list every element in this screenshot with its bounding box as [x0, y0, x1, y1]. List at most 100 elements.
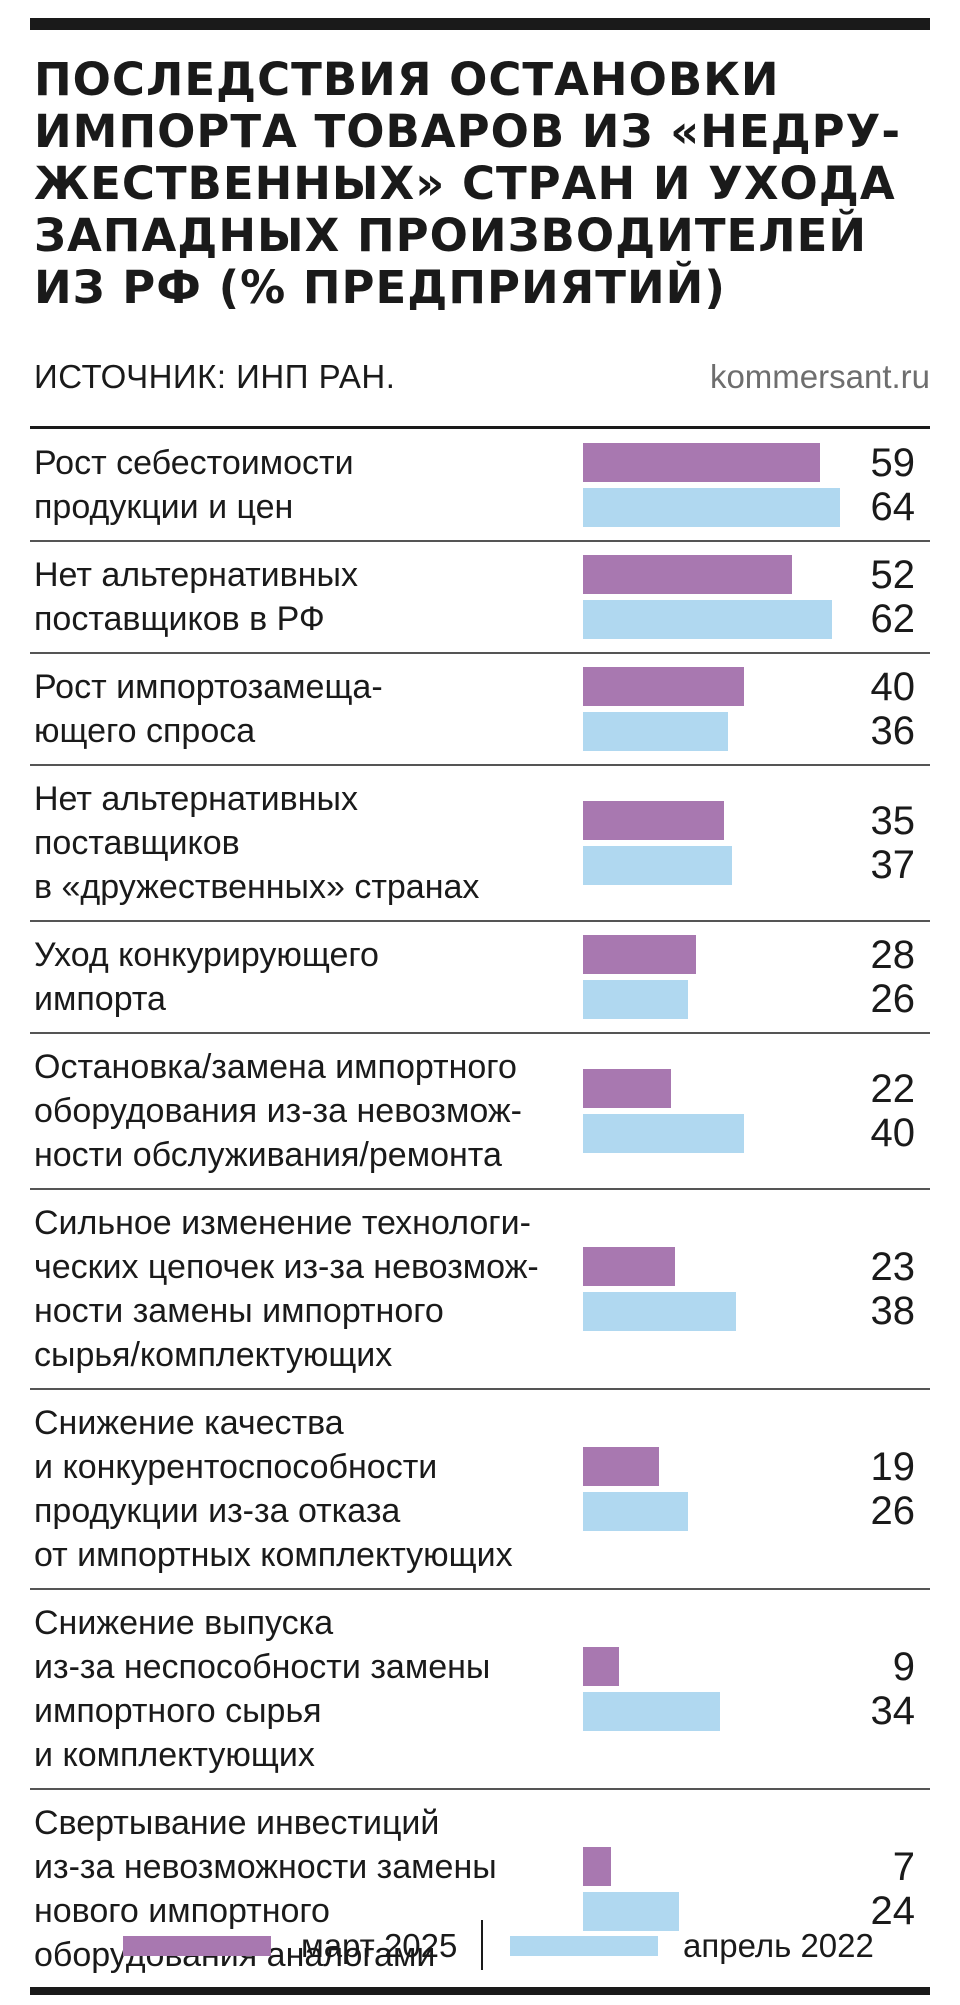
category-label: Рост себестоимости продукции и цен: [34, 441, 574, 529]
value-label-april-2022: 38: [870, 1289, 916, 1333]
top-rule: [30, 18, 930, 30]
category-label: Остановка/замена импортного оборудования …: [34, 1045, 574, 1177]
category-label-line: Снижение качества: [34, 1404, 344, 1442]
row-separator: [30, 1032, 930, 1034]
row-separator: [30, 1188, 930, 1190]
bar-april-2022: [583, 600, 833, 639]
bar-march-2025: [583, 667, 744, 706]
bar-march-2025: [583, 935, 696, 974]
title-line: ЗАПАДНЫХ ПРОИЗВОДИТЕЛЕЙ: [34, 209, 868, 262]
source-text: ИСТОЧНИК: ИНП РАН.: [34, 358, 396, 395]
category-label-line: и конкурентоспособности: [34, 1448, 438, 1486]
category-label-line: импортного сырья: [34, 1692, 322, 1730]
category-label: Снижение качества и конкурентоспособности…: [34, 1401, 574, 1577]
row-separator: [30, 764, 930, 766]
category-label-line: продукции из-за отказа: [34, 1492, 401, 1530]
value-label-april-2022: 64: [870, 485, 916, 529]
row-separator: [30, 1788, 930, 1790]
category-label-line: ческих цепочек из-за невозмож-: [34, 1248, 539, 1286]
category-label-line: импорта: [34, 980, 166, 1018]
bar-march-2025: [583, 1247, 676, 1286]
category-label-line: поставщиков: [34, 824, 240, 862]
value-label-april-2022: 26: [870, 1489, 916, 1533]
value-label-april-2022: 24: [870, 1889, 916, 1933]
bar-april-2022: [583, 1692, 720, 1731]
value-label-april-2022: 36: [870, 709, 916, 753]
category-label-line: из-за невозможности замены: [34, 1848, 497, 1886]
value-label-march-2025: 59: [870, 441, 916, 485]
category-label-line: Нет альтернативных: [34, 780, 358, 818]
chart-title: ПОСЛЕДСТВИЯ ОСТАНОВКИ ИМПОРТА ТОВАРОВ ИЗ…: [34, 54, 934, 314]
bar-march-2025: [583, 443, 821, 482]
value-label-march-2025: 7: [892, 1845, 915, 1889]
bar-march-2025: [583, 1447, 660, 1486]
bar-march-2025: [583, 1647, 620, 1686]
value-label-april-2022: 26: [870, 977, 916, 1021]
bar-april-2022: [583, 846, 732, 885]
value-label-april-2022: 37: [870, 843, 916, 887]
row-separator: [30, 1588, 930, 1590]
row-separator: [30, 652, 930, 654]
value-label-march-2025: 35: [870, 799, 916, 843]
value-label-march-2025: 23: [870, 1245, 916, 1289]
title-line: ЖЕСТВЕННЫХ» СТРАН И УХОДА: [34, 157, 896, 210]
title-line: ПОСЛЕДСТВИЯ ОСТАНОВКИ: [34, 53, 780, 106]
category-label-line: Рост себестоимости: [34, 444, 354, 482]
row-separator: [30, 1388, 930, 1390]
category-label-line: Свертывание инвестиций: [34, 1804, 440, 1842]
bar-april-2022: [583, 712, 728, 751]
category-label-line: Сильное изменение технологи-: [34, 1204, 531, 1242]
value-label-april-2022: 34: [870, 1689, 916, 1733]
bar-april-2022: [583, 1892, 680, 1931]
category-label: Уход конкурирующего импорта: [34, 933, 574, 1021]
category-label-line: Нет альтернативных: [34, 556, 358, 594]
bar-march-2025: [583, 555, 793, 594]
category-label-line: поставщиков в РФ: [34, 600, 325, 638]
bar-march-2025: [583, 1069, 672, 1108]
row-separator: [30, 540, 930, 542]
category-label-line: в «дружественных» странах: [34, 868, 480, 906]
category-label-line: сырья/комплектующих: [34, 1336, 393, 1374]
legend-swatch-march-2025: [123, 1936, 271, 1956]
bar-april-2022: [583, 1292, 736, 1331]
bar-april-2022: [583, 1492, 688, 1531]
category-label-line: Снижение выпуска: [34, 1604, 334, 1642]
bar-march-2025: [583, 1847, 612, 1886]
legend-swatch-april-2022: [510, 1936, 658, 1956]
category-label-line: Уход конкурирующего: [34, 936, 379, 974]
category-label: Сильное изменение технологи-ческих цепоч…: [34, 1201, 574, 1377]
legend: март 2025 апрель 2022: [0, 1920, 960, 1970]
legend-label-march-2025: март 2025: [301, 1927, 458, 1964]
legend-label-april-2022: апрель 2022: [683, 1927, 874, 1964]
value-label-april-2022: 40: [870, 1111, 916, 1155]
bar-april-2022: [583, 980, 688, 1019]
category-label-line: оборудования из-за невозмож-: [34, 1092, 522, 1130]
value-label-march-2025: 22: [870, 1067, 916, 1111]
site-credit: kommersant.ru: [709, 358, 930, 395]
legend-divider: [481, 1920, 483, 1970]
category-label-line: и комплектующих: [34, 1736, 315, 1774]
bar-april-2022: [583, 1114, 744, 1153]
value-label-march-2025: 40: [870, 665, 916, 709]
category-label: Снижение выпуска из-за неспособности заме…: [34, 1601, 574, 1777]
header-rule: [30, 426, 930, 429]
category-label: Рост импортозамеща-ющего спроса: [34, 665, 574, 753]
category-label-line: из-за неспособности замены: [34, 1648, 491, 1686]
value-label-march-2025: 9: [892, 1645, 915, 1689]
value-label-march-2025: 52: [870, 553, 916, 597]
category-label-line: Рост импортозамеща-: [34, 668, 383, 706]
bar-april-2022: [583, 488, 841, 527]
value-label-march-2025: 28: [870, 933, 916, 977]
category-label-line: ности обслуживания/ремонта: [34, 1136, 502, 1174]
bar-march-2025: [583, 801, 724, 840]
category-label-line: нового импортного: [34, 1892, 330, 1930]
value-label-march-2025: 19: [870, 1445, 916, 1489]
bottom-rule: [30, 1987, 930, 1995]
title-line: ИЗ РФ (% ПРЕДПРИЯТИЙ): [34, 261, 726, 314]
category-label-line: от импортных комплектующих: [34, 1536, 513, 1574]
value-label-april-2022: 62: [870, 597, 916, 641]
category-label-line: ющего спроса: [34, 712, 256, 750]
category-label: Нет альтернативных поставщиков в «дружеств…: [34, 777, 574, 909]
category-label-line: ности замены импортного: [34, 1292, 444, 1330]
